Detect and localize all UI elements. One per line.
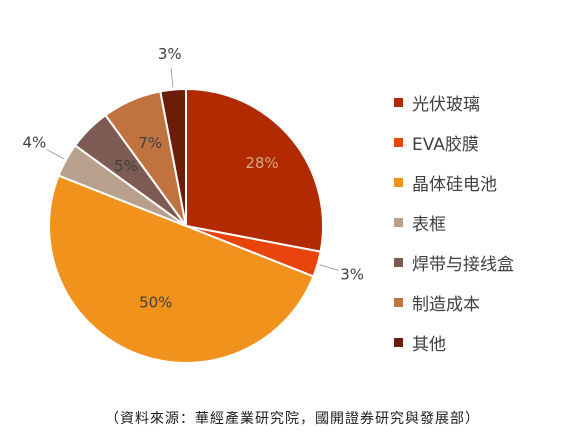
data-label: 50%	[139, 293, 172, 311]
legend-item: 制造成本	[394, 292, 564, 315]
legend-label: 焊带与接线盒	[412, 254, 514, 275]
legend-swatch	[394, 137, 403, 147]
legend-swatch	[394, 257, 403, 267]
legend-item: 晶体硅电池	[394, 172, 564, 195]
data-label: 3%	[158, 45, 182, 63]
legend-swatch	[394, 297, 403, 307]
leader-lines	[46, 67, 339, 271]
legend-swatch	[394, 337, 403, 347]
legend-item: 焊带与接线盒	[394, 252, 564, 275]
leader-line	[319, 264, 339, 271]
legend-label: 光伏玻璃	[412, 94, 480, 115]
data-labels: 28% 3% 50% 4% 5%7% 3%	[23, 45, 365, 312]
data-label: 7%	[138, 134, 162, 152]
pie-slice	[185, 87, 324, 253]
legend: 光伏玻璃 EVA胶膜晶体硅电池表框焊带与接线盒 制造成本其他	[394, 92, 564, 372]
pie-slices	[48, 87, 324, 364]
data-label: 28%	[245, 154, 278, 172]
leader-line	[170, 67, 174, 88]
data-label: 5%	[114, 157, 138, 175]
legend-item: EVA胶膜	[394, 132, 564, 155]
legend-swatch	[394, 177, 403, 187]
legend-swatch	[394, 217, 403, 227]
legend-label: 制造成本	[412, 294, 480, 315]
data-label: 3%	[340, 265, 364, 283]
pie-slice	[48, 174, 315, 364]
legend-label: 其他	[412, 334, 446, 355]
pie-slice	[159, 87, 187, 227]
legend-item: 表框	[394, 212, 564, 235]
leader-line	[46, 148, 65, 160]
source-note: （資料來源：華經產業研究院，國開證券研究與發展部）	[105, 411, 480, 427]
legend-item: 光伏玻璃	[394, 92, 564, 115]
legend-label: 表框	[412, 214, 446, 235]
legend-swatch	[394, 97, 403, 107]
data-label: 4%	[23, 134, 47, 152]
legend-item: 其他	[394, 332, 564, 355]
legend-label: EVA胶膜	[412, 134, 479, 155]
legend-label: 晶体硅电池	[412, 174, 497, 195]
